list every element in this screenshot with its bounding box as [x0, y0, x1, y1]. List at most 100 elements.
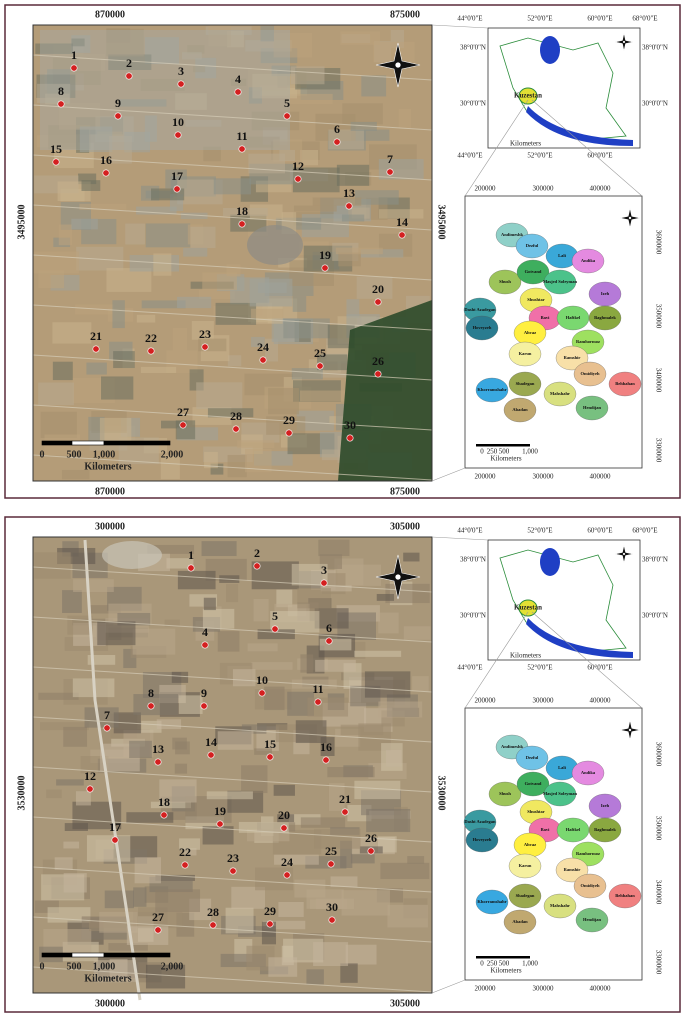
field [215, 302, 257, 325]
field [178, 695, 203, 714]
county-area [608, 883, 642, 909]
point-label: 9 [115, 96, 121, 110]
scale-bar [103, 952, 171, 958]
field [290, 66, 325, 85]
field [81, 180, 101, 191]
point-label: 28 [207, 905, 219, 919]
field [300, 654, 314, 673]
field [341, 214, 365, 222]
field [288, 93, 333, 105]
county-area [503, 909, 537, 935]
sample-point [314, 698, 322, 706]
county-label: Andimeshk [501, 744, 524, 749]
field [306, 969, 324, 985]
y-coordinate: 3300000 [654, 950, 662, 975]
latitude: 30°0'0"N [642, 100, 668, 108]
field [237, 440, 275, 449]
field [328, 783, 345, 811]
field [113, 351, 135, 369]
longitude: 68°0'0"E [632, 527, 657, 535]
field [245, 448, 272, 473]
field [342, 103, 383, 125]
longitude: 44°0'0"E [457, 664, 482, 672]
point-label: 8 [58, 84, 64, 98]
field [177, 570, 216, 590]
field [373, 41, 415, 63]
x-coordinate: 400000 [590, 985, 612, 993]
point-label: 21 [339, 792, 351, 806]
field [231, 886, 266, 909]
county-label: Andimeshk [501, 232, 524, 237]
y-coordinate: 3300000 [654, 438, 662, 463]
county-label: Mahshahr [550, 903, 570, 908]
field [227, 454, 247, 478]
county-area [475, 889, 509, 915]
latitude: 38°0'0"N [642, 556, 668, 564]
field [313, 942, 349, 967]
field [125, 223, 145, 245]
field [251, 336, 265, 347]
field [177, 296, 212, 309]
field-road [32, 104, 433, 131]
county-label: Hendijan [583, 405, 602, 410]
point-label: 29 [264, 904, 276, 918]
sample-point [207, 751, 215, 759]
field [202, 608, 235, 629]
scale-tick: 0 [40, 961, 45, 972]
zoom-line [531, 611, 643, 709]
county-label: Bavi [541, 315, 551, 320]
point-label: 23 [199, 327, 211, 341]
field [226, 264, 241, 277]
county-label: Omidiyeh [580, 371, 599, 376]
field [346, 299, 360, 318]
field [273, 784, 295, 796]
field [257, 723, 288, 730]
field-road [32, 816, 433, 843]
county-label: Izeh [601, 291, 610, 296]
field-road [32, 204, 433, 231]
field-road [32, 766, 433, 793]
x-coordinate: 200000 [475, 473, 497, 481]
field [175, 93, 207, 110]
sample-point [216, 820, 224, 828]
county-label: Izeh [601, 803, 610, 808]
longitude: 52°0'0"E [527, 15, 552, 23]
sample-point [86, 785, 94, 793]
county-label: Ramshir [564, 867, 581, 872]
map-frame [32, 24, 433, 482]
point-label: 25 [325, 844, 337, 858]
point-label: 7 [387, 152, 393, 166]
sample-point [70, 64, 78, 72]
sample-point [177, 80, 185, 88]
field [299, 390, 346, 402]
scale-bar [103, 440, 171, 446]
green-fields [338, 300, 432, 481]
north-arrow-center [622, 40, 626, 44]
field [340, 963, 358, 983]
longitude: 52°0'0"E [527, 527, 552, 535]
county-label: Karun [519, 351, 532, 356]
field [300, 817, 346, 828]
longitude: 60°0'0"E [587, 15, 612, 23]
field [108, 54, 152, 71]
point-label: 12 [84, 769, 96, 783]
scale-tick: 500 [67, 449, 82, 460]
field [134, 857, 161, 884]
county-label: Dezful [526, 755, 539, 760]
sample-point [280, 824, 288, 832]
scale-bar [41, 952, 73, 958]
county-label: Hoveyzeh [473, 837, 492, 842]
x-coordinate: 400000 [590, 697, 612, 705]
sample-point [271, 625, 279, 633]
county-area [508, 853, 542, 879]
county-area [516, 771, 550, 797]
county-area [508, 883, 542, 909]
sample-point [325, 637, 333, 645]
field [366, 808, 411, 833]
y-coordinate: 3600000 [654, 742, 662, 767]
field [351, 207, 370, 219]
field [378, 701, 423, 718]
longitude: 60°0'0"E [587, 152, 612, 160]
field [314, 828, 361, 849]
point-label: 4 [235, 72, 241, 86]
